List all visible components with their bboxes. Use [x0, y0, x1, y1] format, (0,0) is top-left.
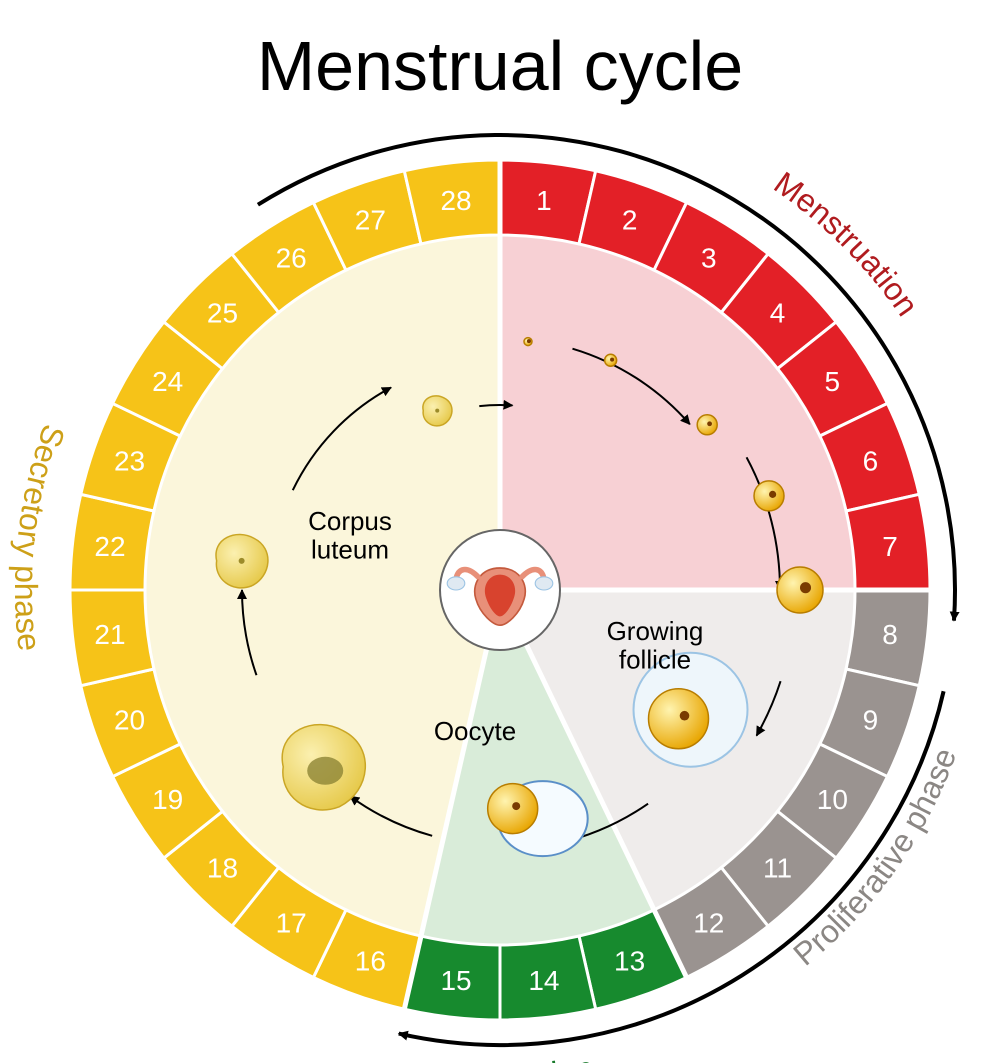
- day-number-5: 5: [825, 366, 841, 397]
- day-number-11: 11: [763, 853, 792, 884]
- day-number-7: 7: [882, 531, 898, 562]
- inner-arrow-8: [479, 405, 512, 406]
- day-number-12: 12: [693, 907, 724, 938]
- day-number-26: 26: [276, 243, 307, 274]
- label-growing: Growingfollicle: [607, 616, 704, 675]
- label-corpus: Corpusluteum: [308, 506, 392, 565]
- day-number-1: 1: [536, 185, 552, 216]
- day-number-28: 28: [440, 185, 471, 216]
- stage-follicle: [697, 415, 717, 435]
- day-number-23: 23: [114, 445, 145, 476]
- day-number-20: 20: [114, 705, 145, 736]
- day-number-25: 25: [207, 297, 238, 328]
- day-number-4: 4: [770, 297, 786, 328]
- day-number-24: 24: [152, 366, 183, 397]
- day-number-22: 22: [94, 531, 125, 562]
- day-number-13: 13: [614, 945, 645, 976]
- day-number-21: 21: [94, 619, 125, 650]
- stage-follicle: [777, 567, 823, 613]
- day-number-17: 17: [276, 907, 307, 938]
- day-number-15: 15: [440, 965, 471, 996]
- stage-follicle: [524, 338, 532, 346]
- day-number-9: 9: [863, 705, 879, 736]
- day-number-3: 3: [701, 243, 717, 274]
- day-number-19: 19: [152, 784, 183, 815]
- stage-follicle: [754, 481, 784, 511]
- day-number-6: 6: [863, 445, 879, 476]
- day-number-27: 27: [355, 205, 386, 236]
- stage-follicle: [605, 354, 617, 366]
- day-number-8: 8: [882, 619, 898, 650]
- phase-label-ovulation: Ovulation: [460, 1049, 596, 1063]
- phase-label-secretory: Secretory phase: [8, 420, 72, 652]
- day-number-10: 10: [817, 784, 848, 815]
- stage-corpus: [423, 396, 452, 426]
- stage-corpus: [282, 725, 365, 810]
- day-number-16: 16: [355, 945, 386, 976]
- day-number-2: 2: [622, 205, 638, 236]
- day-number-14: 14: [528, 965, 559, 996]
- page-title: Menstrual cycle: [257, 27, 743, 105]
- stage-corpus: [216, 535, 268, 588]
- label-oocyte: Oocyte: [434, 716, 516, 746]
- day-number-18: 18: [207, 853, 238, 884]
